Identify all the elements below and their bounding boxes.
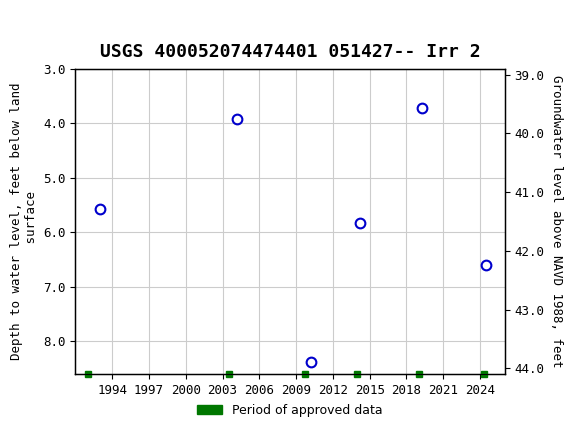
Legend: Period of approved data: Period of approved data — [192, 399, 388, 421]
Y-axis label: Groundwater level above NAVD 1988, feet: Groundwater level above NAVD 1988, feet — [550, 75, 563, 368]
Text: █USGS: █USGS — [12, 15, 70, 37]
Y-axis label: Depth to water level, feet below land
 surface: Depth to water level, feet below land su… — [10, 83, 38, 360]
Text: USGS 400052074474401 051427-- Irr 2: USGS 400052074474401 051427-- Irr 2 — [100, 43, 480, 61]
